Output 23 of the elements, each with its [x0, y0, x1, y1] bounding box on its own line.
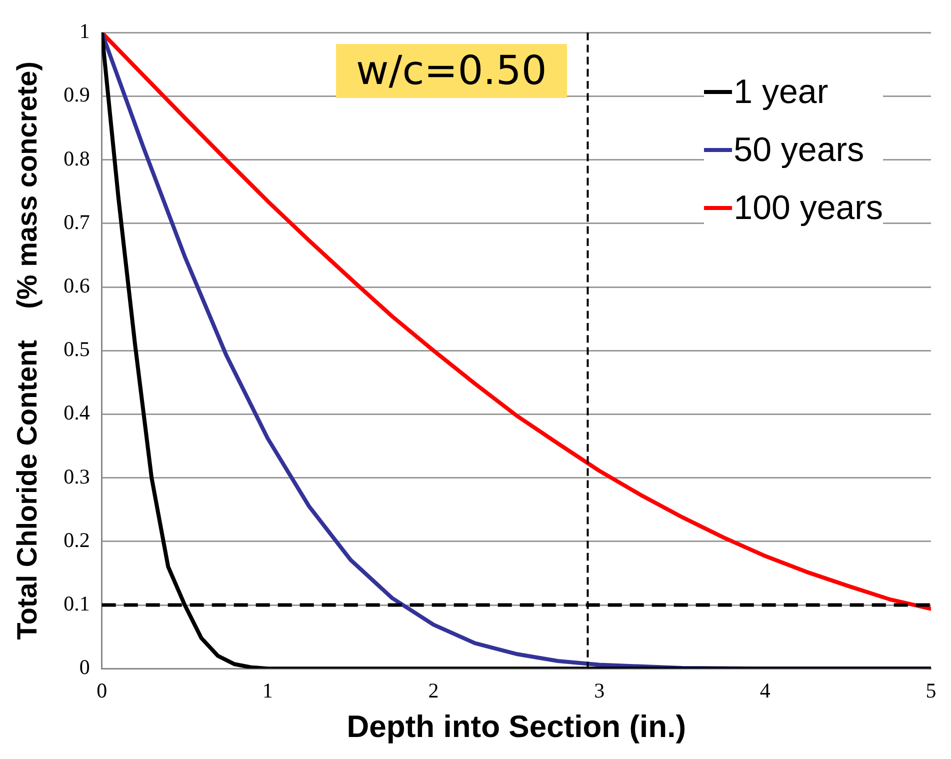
annotation: w/c=0.50: [336, 44, 567, 98]
x-tick-label: 1: [262, 678, 273, 703]
y-tick-label: 0.1: [64, 592, 90, 616]
legend-label: 1 year: [734, 72, 828, 112]
x-tick-label: 3: [594, 678, 605, 703]
y-tick-label: 1: [79, 19, 90, 44]
y-tick-label: 0.7: [64, 210, 90, 234]
y-tick-label: 0.5: [64, 337, 90, 362]
legend-label: 50 years: [734, 130, 864, 170]
x-tick-label: 2: [428, 678, 439, 703]
x-tick-label: 5: [926, 678, 936, 703]
y-tick-label: 0.6: [64, 274, 90, 298]
y-axis-title: Total Chloride Content (% mass concrete): [12, 61, 43, 640]
legend-label: 100 years: [734, 188, 883, 228]
y-tick-label: 0.4: [64, 400, 90, 425]
y-tick-label: 0.8: [64, 146, 90, 170]
y-tick-label: 0.2: [64, 528, 90, 552]
y-tick-label: 0: [79, 655, 90, 680]
x-tick-label: 4: [760, 678, 771, 703]
y-tick-label: 0.3: [64, 464, 90, 488]
x-tick-label: 0: [96, 678, 108, 703]
y-tick-label: 0.9: [64, 82, 90, 107]
x-axis-title: Depth into Section (in.): [346, 708, 686, 744]
